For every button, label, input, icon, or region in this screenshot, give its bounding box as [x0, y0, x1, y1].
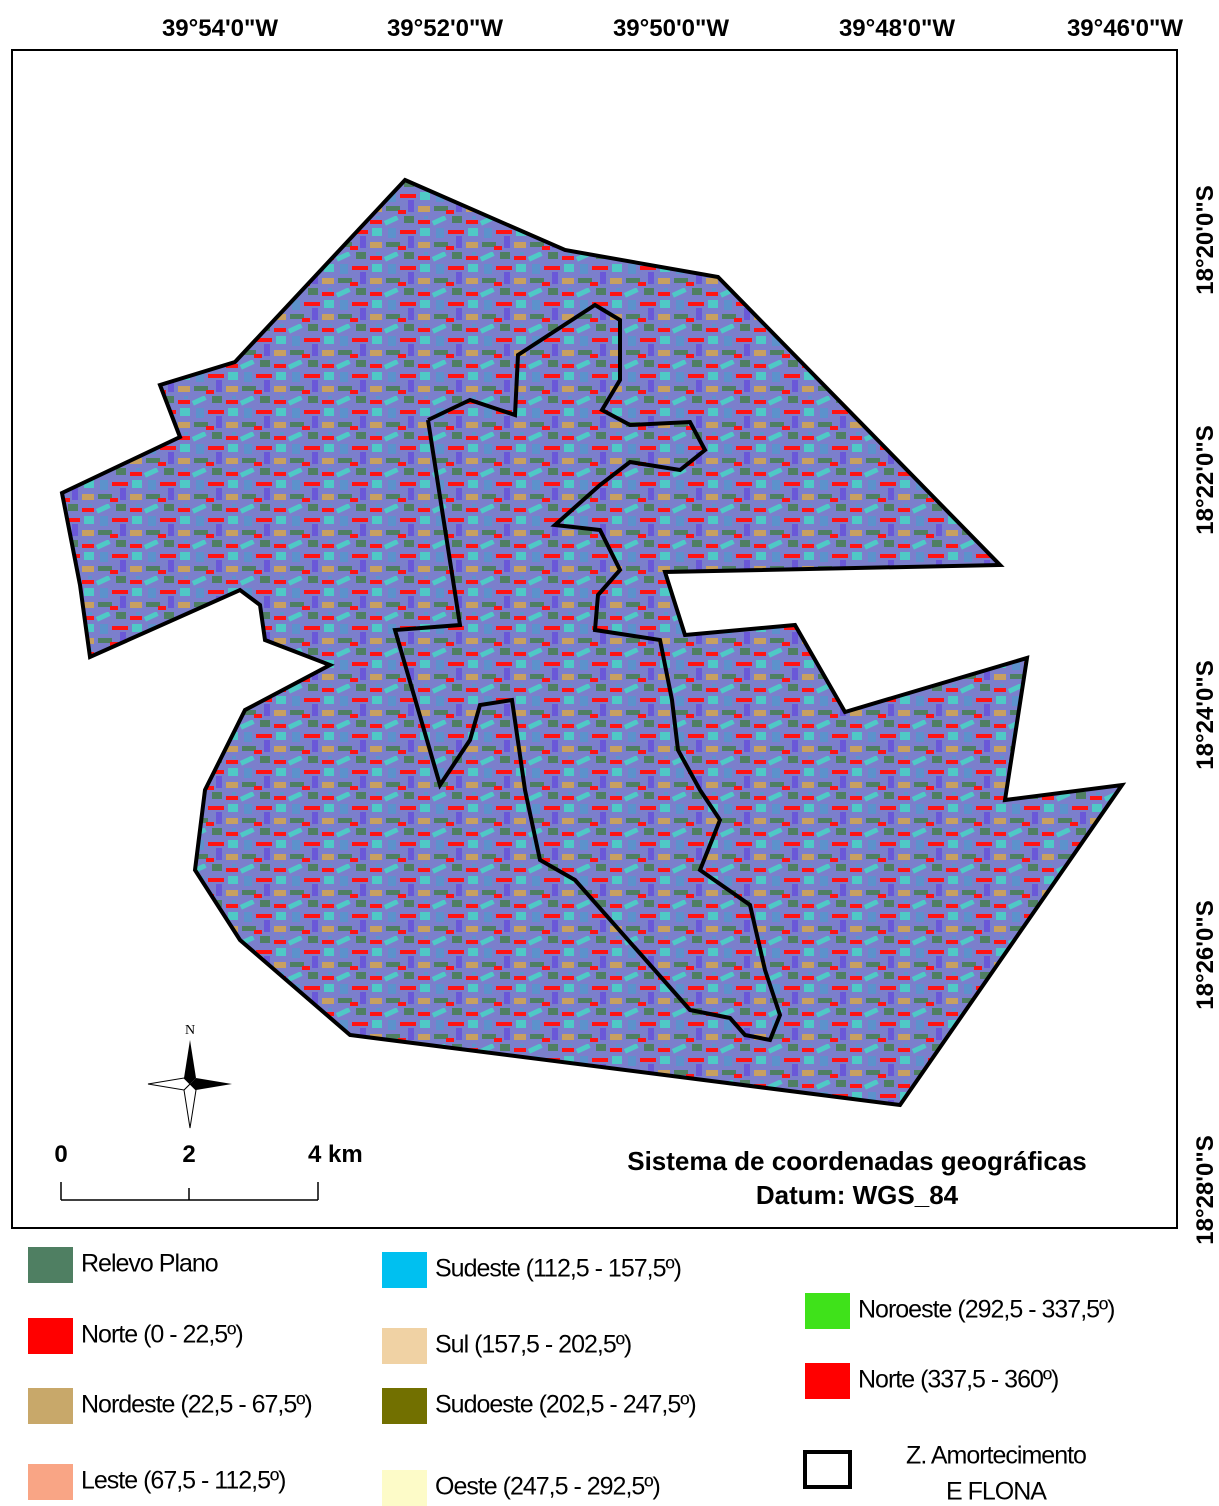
legend-swatch	[382, 1252, 427, 1288]
legend-label: Norte (0 - 22,5º)	[81, 1321, 243, 1349]
legend-label: E FLONA	[946, 1478, 1047, 1506]
boundary-swatch	[805, 1452, 850, 1487]
legend-label: Leste (67,5 - 112,5º)	[81, 1467, 285, 1495]
map-figure: N 39°54'0"W 39°52'0"W 39°50'0"W 39°48'0"W 39…	[0, 0, 1219, 1506]
longitude-label: 39°46'0"W	[1067, 15, 1183, 42]
legend-swatch	[805, 1363, 850, 1399]
legend-swatch	[805, 1293, 850, 1329]
scale-bar	[61, 1182, 318, 1200]
legend-label: Oeste (247,5 - 292,5º)	[435, 1473, 660, 1501]
legend-swatch	[382, 1328, 427, 1364]
longitude-label: 39°54'0"W	[162, 15, 278, 42]
study-area	[62, 180, 1122, 1105]
longitude-label: 39°52'0"W	[387, 15, 503, 42]
legend-label: Sudoeste (202,5 - 247,5º)	[435, 1391, 696, 1419]
longitude-label: 39°50'0"W	[613, 15, 729, 42]
latitude-label: 18°24'0"S	[1192, 660, 1219, 769]
scale-label: 4 km	[308, 1141, 363, 1168]
coordinate-system: Sistema de coordenadas geográficas	[627, 1146, 1087, 1176]
legend-swatch	[28, 1247, 73, 1283]
legend-swatch	[382, 1470, 427, 1506]
legend-label: Noroeste (292,5 - 337,5º)	[858, 1296, 1115, 1324]
scale-label: 0	[54, 1141, 67, 1168]
coordinate-system: Datum: WGS_84	[756, 1180, 959, 1210]
longitude-label: 39°48'0"W	[839, 15, 955, 42]
legend-label: Z. Amortecimento	[906, 1442, 1086, 1470]
latitude-label: 18°28'0"S	[1192, 1135, 1219, 1244]
legend-label: Sul (157,5 - 202,5º)	[435, 1331, 631, 1359]
legend-swatch	[28, 1388, 73, 1424]
legend-label: Nordeste (22,5 - 67,5º)	[81, 1391, 312, 1419]
latitude-label: 18°22'0"S	[1192, 425, 1219, 534]
latitude-label: 18°20'0"S	[1192, 185, 1219, 294]
north-arrow	[148, 1040, 232, 1128]
legend-label: Relevo Plano	[81, 1250, 218, 1278]
latitude-label: 18°26'0"S	[1192, 900, 1219, 1009]
legend-swatch	[28, 1318, 73, 1354]
legend-label: Sudeste (112,5 - 157,5º)	[435, 1255, 681, 1283]
north-label: N	[185, 1023, 195, 1038]
scale-label: 2	[182, 1141, 195, 1168]
legend-swatch	[28, 1464, 73, 1500]
legend-label: Norte (337,5 - 360º)	[858, 1366, 1058, 1394]
legend-swatch	[382, 1388, 427, 1424]
